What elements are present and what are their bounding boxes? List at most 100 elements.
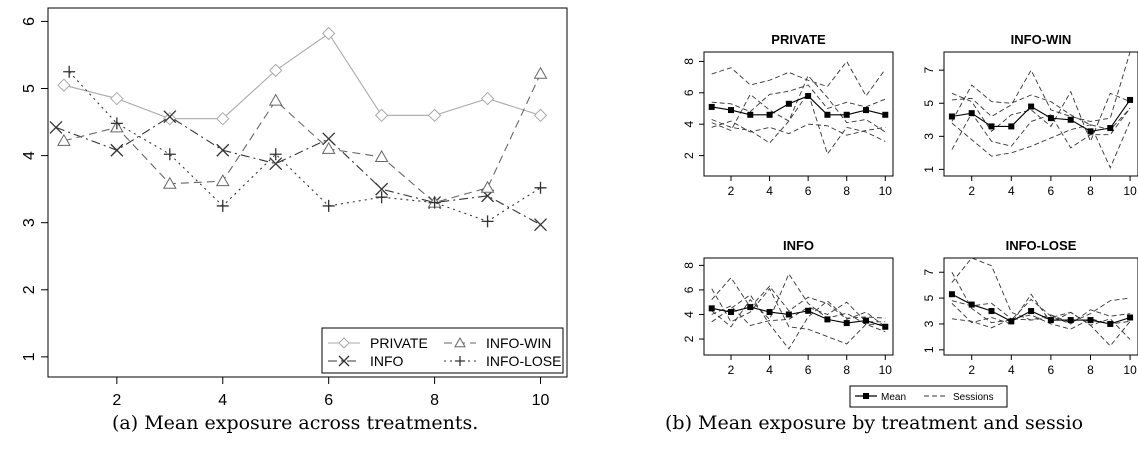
mean-point [1047, 317, 1054, 324]
x-tick-label: 10 [879, 184, 893, 198]
mean-point [824, 316, 831, 323]
y-tick-label: 7 [922, 67, 936, 74]
data-point [534, 181, 547, 194]
session-line [711, 60, 886, 97]
y-tick-label: 3 [21, 218, 38, 227]
session-line [711, 273, 886, 328]
legend-marker [338, 355, 350, 367]
data-point [428, 196, 441, 209]
mean-point [1127, 314, 1134, 321]
y-tick-label: 8 [682, 58, 696, 65]
mean-point [1008, 318, 1015, 325]
data-point [374, 149, 389, 162]
data-point [269, 157, 283, 171]
series-info [49, 110, 547, 232]
data-point [269, 148, 282, 161]
y-tick-label: 5 [922, 100, 936, 107]
data-point [534, 218, 547, 232]
data-point [57, 78, 71, 92]
panel-title: INFO-WIN [1011, 32, 1072, 47]
data-point [375, 182, 389, 196]
panel-title: INFO-LOSE [1006, 238, 1077, 253]
mean-point [747, 111, 754, 118]
x-tick-label: 6 [1048, 184, 1055, 198]
data-point [481, 215, 494, 228]
series-line [55, 116, 541, 226]
data-point [533, 66, 548, 79]
mean-point [805, 92, 812, 99]
mean-point [882, 323, 889, 330]
mean-point [948, 113, 955, 120]
data-point [110, 117, 123, 130]
mean-point [843, 111, 850, 118]
data-point [216, 143, 230, 157]
x-tick-label: 2 [968, 363, 975, 377]
y-tick-label: 5 [922, 294, 936, 301]
x-tick-label: 8 [1087, 363, 1094, 377]
data-point [57, 133, 71, 146]
x-tick-label: 2 [728, 363, 735, 377]
mean-point [805, 307, 812, 314]
y-tick-label: 6 [682, 286, 696, 293]
legend: PRIVATE INFO INFO-WIN INFO-LOSE [321, 327, 564, 374]
mean-point [948, 291, 955, 298]
session-line [711, 120, 886, 136]
data-point [163, 148, 176, 161]
mean-point [708, 103, 715, 110]
series-line [63, 73, 542, 204]
legend-entry-info-lose: INFO-LOSE [444, 353, 561, 369]
session-line [711, 287, 886, 345]
mean-line [951, 293, 1131, 325]
data-point [163, 110, 177, 124]
x-tick-label: 2 [728, 184, 735, 198]
legend-b: Mean Sessions [849, 385, 1008, 408]
legend-label: INFO-WIN [486, 335, 551, 351]
series-info-lose [63, 65, 547, 228]
x-tick-label: 8 [843, 184, 850, 198]
session-line [951, 121, 1131, 169]
x-tick-label: 4 [766, 363, 773, 377]
y-tick-label: 7 [922, 269, 936, 276]
mean-point [708, 305, 715, 312]
y-tick-label: 8 [682, 262, 696, 269]
session-line [951, 51, 1131, 122]
data-point [216, 111, 230, 126]
session-line [951, 84, 1131, 131]
session-line [711, 84, 886, 113]
session-line [711, 301, 886, 327]
chart-b-mean-exposure-by-session: PRIVATE 2 4 6 8 10 2 4 6 8 INFO-WIN 2 4 6 8 10 1 3 5 7 INFO 2… [682, 32, 1138, 408]
x-tick-label: 4 [766, 184, 773, 198]
legend-marker [338, 337, 350, 349]
mean-point [766, 309, 773, 316]
y-tick-label: 2 [21, 285, 38, 294]
legend-marker [454, 336, 466, 348]
mean-point [988, 308, 995, 315]
y-tick-label: 4 [21, 151, 38, 160]
mean-point [766, 111, 773, 118]
x-tick-label: 10 [1123, 363, 1137, 377]
y-tick-label: 1 [922, 346, 936, 353]
session-line [711, 294, 886, 350]
y-tick-label: 2 [682, 152, 696, 159]
panel-title: PRIVATE [771, 32, 826, 47]
legend-entry-info: INFO [328, 353, 404, 369]
y-tick-label: 6 [682, 89, 696, 96]
mean-point [882, 111, 889, 118]
mean-point [1067, 317, 1074, 324]
data-point [374, 108, 389, 123]
x-tick-label: 8 [843, 363, 850, 377]
data-point [268, 93, 283, 106]
session-line [711, 74, 886, 144]
legend-entry-private: PRIVATE [328, 335, 428, 351]
series-line [63, 32, 541, 120]
caption-a: (a) Mean exposure across treatments. [112, 412, 479, 434]
x-tick-label: 8 [1087, 184, 1094, 198]
data-point [269, 63, 283, 78]
data-point [322, 199, 335, 212]
panel-private: PRIVATE 2 4 6 8 10 2 4 6 8 [682, 32, 894, 198]
data-point [63, 65, 76, 78]
data-point [375, 191, 388, 204]
mean-point [728, 107, 734, 114]
